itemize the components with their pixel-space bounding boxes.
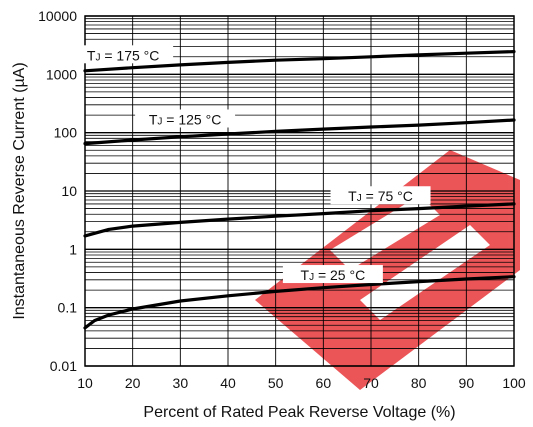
x-tick-label: 70 <box>363 375 379 391</box>
y-tick-label: 10000 <box>38 8 77 24</box>
y-tick-label: 1 <box>69 241 77 257</box>
x-tick-label: 90 <box>459 375 475 391</box>
tick-labels: 10 20 30 40 50 60 70 80 90 100 0.01 0.1 1 10 100 1000 10… <box>38 8 526 391</box>
series-label-background <box>282 265 383 284</box>
series-line <box>83 275 516 330</box>
series-lines <box>83 49 516 330</box>
x-tick-label: 80 <box>411 375 427 391</box>
series-label-background <box>330 186 431 205</box>
series-label-text: TJ = 125 °C <box>149 112 221 128</box>
series-label: TJ = 75 °C <box>330 186 431 205</box>
x-tick-label: 20 <box>125 375 141 391</box>
series-labels: TJ = 175 °C TJ = 125 °C TJ = 75 °C TJ = 25 … <box>73 45 431 284</box>
x-tick-label: 10 <box>77 375 93 391</box>
series-line <box>83 49 516 73</box>
y-tick-label: 10 <box>61 183 77 199</box>
plot-frame <box>84 15 515 367</box>
series-label-text: TJ = 175 °C <box>87 47 159 63</box>
x-tick-label: 100 <box>502 375 526 391</box>
series-label: TJ = 175 °C <box>73 45 174 64</box>
series-label-background <box>135 109 236 128</box>
y-tick-label: 0.01 <box>50 358 77 374</box>
series-label-text: TJ = 75 °C <box>348 188 413 204</box>
x-tick-label: 40 <box>220 375 236 391</box>
y-tick-label: 0.1 <box>58 300 78 316</box>
series-label-text: TJ = 25 °C <box>301 267 366 283</box>
series-label: TJ = 25 °C <box>282 265 383 284</box>
x-tick-label: 30 <box>173 375 189 391</box>
y-axis-title: Instantaneous Reverse Current (µA) <box>11 62 28 319</box>
series-line <box>83 118 516 146</box>
series-label-background <box>73 45 174 64</box>
axes <box>84 15 515 367</box>
y-tick-label: 100 <box>54 125 78 141</box>
y-tick-label: 1000 <box>46 66 77 82</box>
series-line <box>83 202 516 238</box>
series-label: TJ = 125 °C <box>135 109 236 128</box>
x-tick-label: 50 <box>268 375 284 391</box>
x-axis-title: Percent of Rated Peak Reverse Voltage (%… <box>143 404 455 421</box>
x-tick-label: 60 <box>316 375 332 391</box>
